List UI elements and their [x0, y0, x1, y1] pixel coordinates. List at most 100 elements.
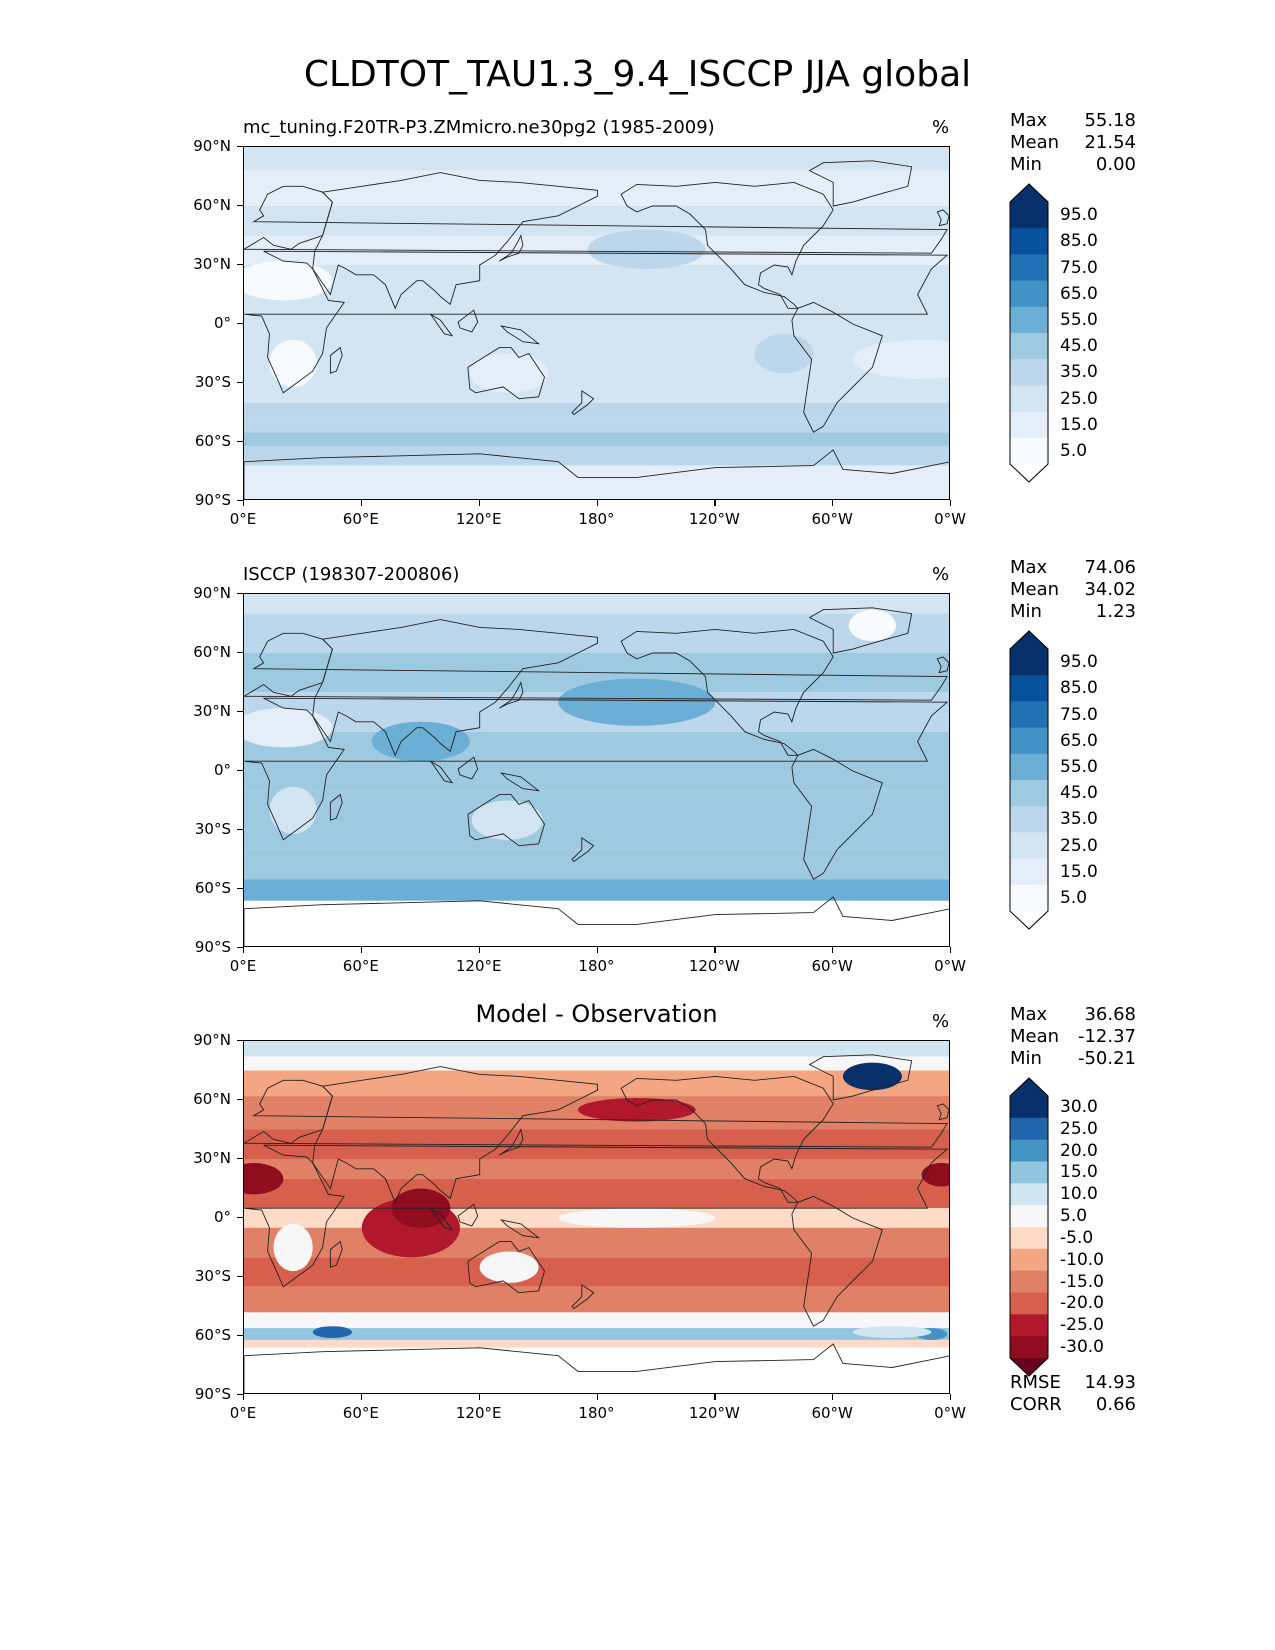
lon-tick-mark — [360, 500, 363, 506]
colorbar-swatch — [1010, 806, 1048, 833]
lon-tick-mark — [596, 947, 598, 953]
coastline-madagascar — [329, 1240, 343, 1268]
coastline-namerica — [620, 181, 834, 309]
lat-tick-label: 60°N — [193, 1090, 231, 1108]
colorbar-tick-label: 75.0 — [1060, 704, 1098, 725]
colorbar-swatch — [1010, 1139, 1048, 1162]
colorbar-swatch — [1010, 1336, 1048, 1359]
metric-value: 14.93 — [1084, 1372, 1136, 1393]
colorbar-swatch — [1010, 727, 1048, 755]
lat-tick-label: 30°N — [193, 1149, 231, 1167]
coastline-madagascar — [329, 346, 343, 374]
coastline-indonesia2 — [457, 756, 479, 780]
colorbar-tick-label: -20.0 — [1060, 1293, 1104, 1314]
colorbar — [1009, 183, 1049, 483]
colorbar-tick-label: 45.0 — [1060, 783, 1098, 804]
lat-tick-label: 90°N — [193, 1031, 231, 1049]
field-anomaly — [754, 333, 814, 374]
colorbar-tick-label: 5.0 — [1060, 440, 1088, 461]
stat-row: Min -50.21 — [1010, 1048, 1136, 1070]
stat-label: Mean — [1010, 1026, 1060, 1047]
coastline-asia — [312, 172, 598, 310]
lon-tick-label: 60°W — [811, 957, 853, 975]
coastline-britain — [936, 1103, 949, 1121]
colorbar-swatch — [1010, 228, 1048, 255]
colorbar-swatch — [1010, 359, 1048, 386]
lon-tick-mark — [360, 947, 363, 953]
field-band — [244, 1070, 949, 1097]
coastline-antarctica — [244, 1343, 949, 1393]
colorbar-extend-bottom — [1010, 464, 1048, 482]
missing-data-region — [244, 1347, 949, 1393]
lat-tick-label: 90°S — [194, 491, 231, 509]
lat-tick-mark — [237, 146, 243, 148]
colorbar-swatch — [1010, 858, 1048, 886]
contour-field — [244, 1041, 949, 1393]
colorbar-swatch — [1010, 1314, 1048, 1337]
stat-row: Max 36.68 — [1010, 1004, 1136, 1026]
colorbar-tick-label: 15.0 — [1060, 861, 1098, 882]
lat-tick-mark — [237, 947, 243, 949]
coastline-africa — [244, 697, 949, 841]
stat-label: Max — [1010, 110, 1048, 131]
map-panel-2: ISCCP (198307-200806)% 90°N 60°N 30°N 0° 30°S… — [0, 555, 1275, 1025]
colorbar-swatch — [1010, 1205, 1048, 1228]
lat-tick-label: 60°S — [194, 879, 231, 897]
metric-label: CORR — [1010, 1394, 1062, 1415]
map-area — [243, 593, 950, 947]
stat-label: Mean — [1010, 132, 1060, 153]
field-band — [244, 1159, 949, 1179]
stat-label: Min — [1010, 1048, 1042, 1069]
coastline-namerica — [620, 628, 834, 756]
coastline-namerica — [620, 1075, 834, 1203]
lon-tick-mark — [243, 500, 245, 506]
field-anomaly — [471, 800, 543, 840]
field-anomaly — [558, 678, 716, 726]
stat-row: Min 1.23 — [1010, 601, 1136, 623]
colorbar-extend-top — [1010, 184, 1048, 202]
lat-tick-mark — [237, 1217, 243, 1219]
coastline-greenland — [808, 160, 913, 207]
field-band — [244, 432, 949, 446]
lat-tick-label: 0° — [213, 1208, 231, 1226]
panel-title: ISCCP (198307-200806) — [243, 564, 460, 585]
lon-tick-label: 0°E — [229, 957, 257, 975]
metric-row: CORR 0.66 — [1010, 1394, 1136, 1416]
coastline-nz — [571, 1284, 595, 1310]
stat-value: 55.18 — [1084, 110, 1136, 131]
field-anomaly — [469, 353, 549, 393]
field-anomaly — [312, 1326, 352, 1338]
coastline-africa — [244, 1144, 949, 1288]
lon-tick-label: 60°E — [342, 510, 379, 528]
lon-tick-mark — [950, 500, 952, 506]
coastline-japan — [499, 234, 524, 262]
coastline-indonesia2 — [457, 1203, 479, 1227]
lat-tick-mark — [237, 1040, 243, 1042]
colorbar-tick-label: 30.0 — [1060, 1096, 1098, 1117]
colorbar-extend-bottom — [1010, 1358, 1048, 1376]
field-anomaly — [848, 609, 897, 642]
lat-tick-label: 0° — [213, 761, 231, 779]
lat-tick-mark — [237, 593, 243, 595]
stat-row: Mean 21.54 — [1010, 132, 1136, 154]
colorbar-tick-label: 85.0 — [1060, 231, 1098, 252]
colorbar-tick-label: 20.0 — [1060, 1140, 1098, 1161]
lon-tick-mark — [596, 1394, 598, 1400]
field-band — [244, 353, 949, 403]
lon-tick-label: 180° — [578, 1404, 615, 1422]
coastline-britain — [936, 209, 949, 227]
field-anomaly — [244, 708, 333, 748]
contour-field — [244, 147, 949, 499]
map-area — [243, 146, 950, 500]
stat-value: -50.21 — [1077, 1048, 1136, 1069]
map-panel-3: Model - Observation% 90°N 60°N 30°N 0° 30°S 60… — [0, 1000, 1275, 1472]
colorbar-swatch — [1010, 753, 1048, 781]
colorbar-swatch — [1010, 884, 1048, 912]
colorbar-swatch — [1010, 1161, 1048, 1184]
colorbar-outline — [1009, 1077, 1049, 1377]
colorbar-outline — [1009, 630, 1049, 930]
lat-tick-mark — [237, 770, 243, 772]
coastline-newguinea — [499, 772, 541, 792]
field-band — [244, 206, 949, 236]
lon-tick-mark — [478, 1394, 480, 1400]
